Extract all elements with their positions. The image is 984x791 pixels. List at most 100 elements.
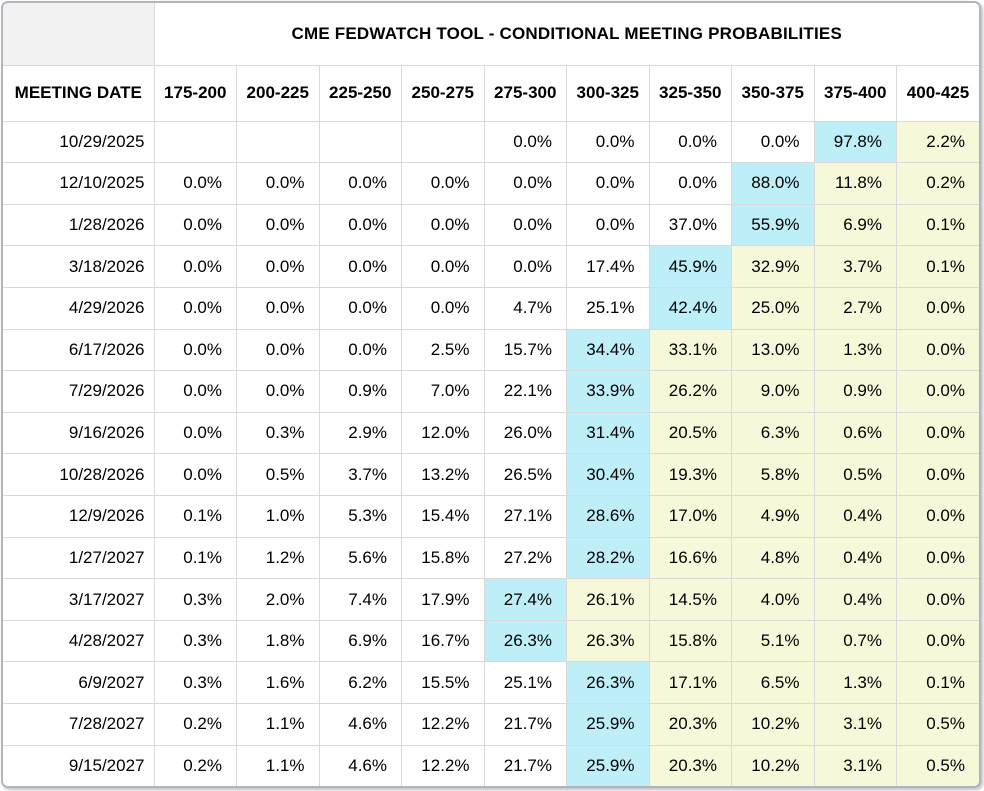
probability-cell: 27.4%	[483, 578, 567, 621]
probability-cell: 4.0%	[731, 578, 815, 621]
probability-cell: 0.0%	[483, 203, 567, 247]
probability-cell: 0.0%	[153, 162, 237, 205]
probability-cell: 0.0%	[483, 162, 567, 205]
probability-cell: 28.6%	[566, 494, 650, 538]
probability-cell: 0.0%	[483, 245, 567, 288]
probability-cell: 0.0%	[896, 619, 979, 663]
probability-cell: 20.3%	[648, 744, 732, 786]
probability-cell: 55.9%	[731, 203, 815, 247]
probability-cell: 17.9%	[401, 578, 485, 621]
probability-cell: 0.0%	[318, 328, 402, 372]
probability-cell: 6.2%	[318, 661, 402, 705]
probability-cell: 4.9%	[731, 494, 815, 538]
probability-cell: 0.0%	[153, 370, 237, 413]
probability-cell: 27.1%	[483, 494, 567, 538]
probability-cell: 0.0%	[896, 411, 979, 455]
probability-cell: 11.8%	[813, 162, 897, 205]
probability-cell: 0.5%	[236, 453, 320, 496]
probability-cell: 0.0%	[401, 245, 485, 288]
probability-cell: 0.0%	[566, 120, 650, 164]
probability-cell: 0.1%	[896, 245, 979, 288]
probability-cell: 0.0%	[731, 120, 815, 164]
meeting-date-cell: 6/17/2026	[3, 328, 155, 372]
probability-cell: 0.0%	[318, 245, 402, 288]
probability-cell: 0.7%	[813, 619, 897, 663]
probability-cell: 0.0%	[153, 411, 237, 455]
probability-cell: 0.0%	[153, 328, 237, 372]
probability-cell: 27.2%	[483, 536, 567, 580]
probability-cell: 3.7%	[318, 453, 402, 496]
probability-cell: 0.0%	[401, 162, 485, 205]
table-row: 7/28/2027 0.2% 1.1% 4.6% 12.2% 21.7% 25.9% 20.3…	[3, 703, 979, 746]
meeting-date-cell: 12/9/2026	[3, 494, 155, 538]
probability-rows: 10/29/2025 0.0% 0.0% 0.0% 0.0% 97.8% 2.2% 12/10…	[3, 120, 979, 786]
rate-range-header: 200-225	[236, 64, 320, 122]
rate-range-header: 250-275	[401, 64, 485, 122]
table-row: 4/28/2027 0.3% 1.8% 6.9% 16.7% 26.3% 26.3% 15.8…	[3, 619, 979, 663]
meeting-date-cell: 3/18/2026	[3, 245, 155, 288]
probability-cell: 0.0%	[153, 453, 237, 496]
title-row: CME FEDWATCH TOOL - CONDITIONAL MEETING …	[3, 3, 979, 66]
probability-cell: 15.4%	[401, 494, 485, 538]
probability-cell: 0.0%	[153, 245, 237, 288]
probability-cell: 26.2%	[648, 370, 732, 413]
table-row: 7/29/2026 0.0% 0.0% 0.9% 7.0% 22.1% 33.9% 26.2%…	[3, 370, 979, 413]
rate-range-header: 300-325	[566, 64, 650, 122]
table-row: 3/17/2027 0.3% 2.0% 7.4% 17.9% 27.4% 26.1% 14.5…	[3, 578, 979, 621]
probability-cell: 2.9%	[318, 411, 402, 455]
probability-cell: 26.3%	[483, 619, 567, 663]
probability-cell: 0.0%	[648, 120, 732, 164]
probability-cell: 13.2%	[401, 453, 485, 496]
probability-cell: 26.1%	[566, 578, 650, 621]
probability-cell: 0.0%	[318, 286, 402, 330]
meeting-date-cell: 6/9/2027	[3, 661, 155, 705]
probability-cell: 1.2%	[236, 536, 320, 580]
meeting-date-cell: 7/29/2026	[3, 370, 155, 413]
probability-cell: 15.8%	[401, 536, 485, 580]
fedwatch-probability-table: CME FEDWATCH TOOL - CONDITIONAL MEETING …	[3, 3, 979, 786]
probability-cell: 22.1%	[483, 370, 567, 413]
table-row: 12/9/2026 0.1% 1.0% 5.3% 15.4% 27.1% 28.6% 17.0…	[3, 494, 979, 538]
probability-cell: 12.2%	[401, 703, 485, 746]
table-row: 3/18/2026 0.0% 0.0% 0.0% 0.0% 0.0% 17.4% 45.9% 3…	[3, 245, 979, 288]
probability-cell: 12.0%	[401, 411, 485, 455]
probability-cell: 25.0%	[731, 286, 815, 330]
meeting-date-cell: 1/27/2027	[3, 536, 155, 580]
table-row: 6/9/2027 0.3% 1.6% 6.2% 15.5% 25.1% 26.3% 17.1%…	[3, 661, 979, 705]
probability-cell: 16.6%	[648, 536, 732, 580]
probability-cell	[318, 120, 402, 164]
rate-range-header: 225-250	[318, 64, 402, 122]
probability-cell: 1.8%	[236, 619, 320, 663]
probability-cell: 25.1%	[566, 286, 650, 330]
meeting-date-cell: 9/16/2026	[3, 411, 155, 455]
probability-cell: 1.6%	[236, 661, 320, 705]
column-header-row: MEETING DATE 175-200 200-225 225-250 250-27…	[3, 64, 979, 122]
probability-cell: 34.4%	[566, 328, 650, 372]
meeting-date-cell: 9/15/2027	[3, 744, 155, 786]
probability-cell: 17.4%	[566, 245, 650, 288]
probability-cell: 0.0%	[401, 286, 485, 330]
table-row: 9/16/2026 0.0% 0.3% 2.9% 12.0% 26.0% 31.4% 20.5…	[3, 411, 979, 455]
probability-cell: 31.4%	[566, 411, 650, 455]
probability-cell: 0.9%	[318, 370, 402, 413]
probability-cell: 0.3%	[236, 411, 320, 455]
probability-cell: 0.5%	[896, 703, 979, 746]
probability-cell: 37.0%	[648, 203, 732, 247]
probability-cell: 21.7%	[483, 703, 567, 746]
probability-cell: 5.8%	[731, 453, 815, 496]
rate-range-header: 175-200	[153, 64, 237, 122]
probability-cell: 28.2%	[566, 536, 650, 580]
meeting-date-cell: 3/17/2027	[3, 578, 155, 621]
probability-cell: 0.0%	[896, 494, 979, 538]
probability-cell: 0.0%	[236, 328, 320, 372]
probability-cell: 0.0%	[236, 370, 320, 413]
probability-cell: 15.7%	[483, 328, 567, 372]
probability-cell: 0.2%	[153, 744, 237, 786]
probability-cell	[236, 120, 320, 164]
probability-cell: 0.0%	[566, 203, 650, 247]
probability-cell: 3.1%	[813, 744, 897, 786]
probability-cell: 0.0%	[566, 162, 650, 205]
probability-cell: 42.4%	[648, 286, 732, 330]
probability-cell: 97.8%	[813, 120, 897, 164]
